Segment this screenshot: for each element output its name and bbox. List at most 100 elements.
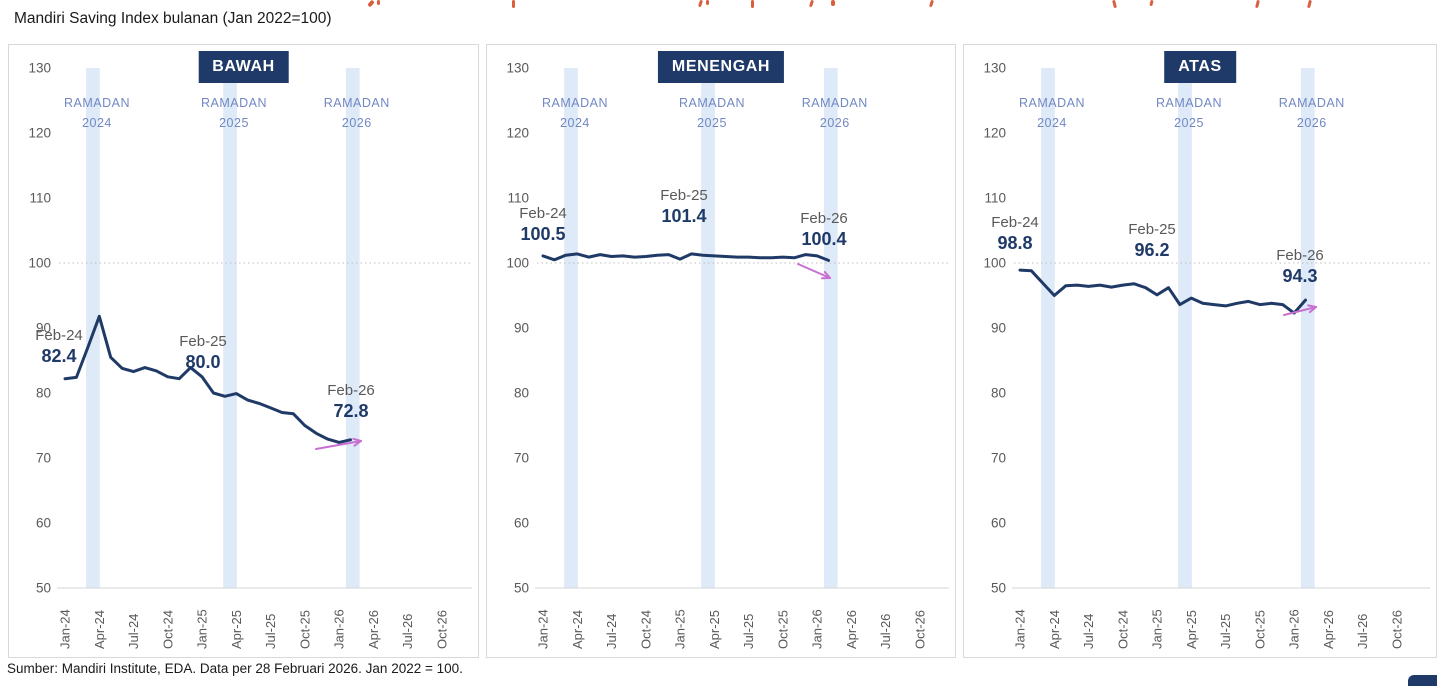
ramadan-band [1178,68,1192,588]
clipped-title-descender [831,0,835,6]
y-tick-label: 50 [514,581,529,596]
ramadan-band-label: RAMADAN [542,96,608,110]
ramadan-band [564,68,578,588]
x-tick-label: Apr-25 [229,610,244,649]
x-tick-label: Jan-25 [673,609,688,649]
y-tick-label: 130 [983,61,1006,76]
y-tick-label: 60 [36,516,51,531]
trend-arrow-head [823,270,831,279]
segment-badge-bawah: BAWAH [198,51,289,83]
y-tick-label: 110 [984,191,1006,206]
trend-arrow-shaft [1283,306,1317,316]
ramadan-band-label: RAMADAN [201,96,267,110]
trend-arrow-shaft [315,440,362,450]
x-tick-label: Jul-24 [126,614,141,649]
chart-svg-menengah: RAMADAN 2024 RAMADAN 2025 RAMADAN 2026 130 120 1… [506,61,949,649]
series-line [1018,268,1307,315]
x-tick-label: Apr-26 [366,610,381,649]
ramadan-band-label: RAMADAN [679,96,745,110]
x-tick-label: Jul-26 [1355,614,1370,649]
ramadan-band [823,68,838,588]
chart-svg-bawah: RAMADAN 2024 RAMADAN 2025 RAMADAN 2026 130 120 1… [28,61,472,649]
ramadan-band-label: RAMADAN [324,96,390,110]
clipped-title-descender [1307,0,1312,9]
y-tick-label: 130 [28,61,51,76]
x-tick-label: Oct-25 [297,610,312,649]
x-tick-label: Oct-26 [434,610,449,649]
y-tick-label: 100 [983,256,1006,271]
ramadan-band-year: 2024 [560,116,590,130]
clipped-title-descender [928,0,935,8]
x-tick-label: Jul-26 [400,614,415,649]
clipped-title-descender [697,0,704,8]
y-tick-label: 120 [983,126,1006,141]
ramadan-band [223,68,237,588]
x-tick-label: Apr-25 [707,610,722,649]
y-tick-label: 90 [36,321,51,336]
trend-arrow [797,263,831,280]
x-tick-label: Oct-25 [1252,610,1267,649]
x-tick-label: Apr-26 [1321,610,1336,649]
clipped-title-descender [1255,0,1260,9]
y-tick-label: 70 [514,451,529,466]
y-tick-label: 120 [506,126,529,141]
x-tick-label: Jul-25 [263,614,278,649]
x-tick-label: Jan-25 [195,609,210,649]
y-tick-label: 80 [991,386,1006,401]
x-tick-label: Apr-24 [92,610,107,649]
chart-subtitle: Mandiri Saving Index bulanan (Jan 2022=1… [14,10,332,27]
source-note: Sumber: Mandiri Institute, EDA. Data per… [7,661,463,676]
trend-arrow-head [353,440,362,447]
y-tick-label: 110 [29,191,51,206]
y-tick-label: 80 [514,386,529,401]
x-tick-label: Oct-26 [912,610,927,649]
ramadan-band [345,68,360,588]
x-tick-label: Jan-24 [536,609,551,649]
ramadan-band-year: 2025 [219,116,249,130]
ramadan-band [86,68,100,588]
x-tick-label: Oct-25 [775,610,790,649]
ramadan-band-label: RAMADAN [802,96,868,110]
x-tick-label: Jul-25 [741,614,756,649]
y-tick-label: 130 [506,61,529,76]
ramadan-band-year: 2026 [1297,116,1327,130]
segment-badge-menengah: MENENGAH [657,51,785,83]
clipped-page-title [0,0,1437,10]
series-line [541,252,830,262]
clipped-title-descender [1149,0,1154,7]
x-tick-label: Jul-24 [604,614,619,649]
y-tick-label: 100 [28,256,51,271]
y-tick-label: 90 [514,321,529,336]
trend-arrow-head [1308,306,1317,314]
ramadan-band-label: RAMADAN [64,96,130,110]
ramadan-band-label: RAMADAN [1156,96,1222,110]
clipped-title-descender [1112,0,1117,9]
clipped-title-descender [512,0,515,8]
ramadan-band-year: 2024 [82,116,112,130]
trend-arrow [1283,304,1317,316]
x-tick-label: Jul-24 [1081,614,1096,649]
x-tick-label: Oct-24 [1115,610,1130,649]
ramadan-band-year: 2025 [697,116,727,130]
x-tick-label: Apr-24 [1047,610,1062,649]
chart-panel-menengah: MENENGAH RAMADAN 2024 RAMADAN 2025 RAMADAN 20… [486,44,956,658]
y-tick-label: 90 [991,321,1006,336]
ramadan-band-year: 2026 [342,116,372,130]
trend-arrow-head [1307,304,1317,308]
x-tick-label: Jul-25 [1218,614,1233,649]
x-tick-label: Jan-26 [1287,609,1302,649]
ramadan-band [1041,68,1055,588]
ramadan-band-label: RAMADAN [1279,96,1345,110]
y-tick-label: 60 [514,516,529,531]
y-tick-label: 70 [991,451,1006,466]
y-tick-label: 60 [991,516,1006,531]
x-tick-label: Jan-26 [810,609,825,649]
ramadan-band-year: 2024 [1037,116,1067,130]
clipped-title-descender [751,0,754,8]
x-tick-label: Oct-24 [160,610,175,649]
charts-row: BAWAH RAMADAN 2024 RAMADAN 2025 RAMADAN 2026 1… [8,44,1437,658]
x-tick-label: Jan-24 [1013,609,1028,649]
x-tick-label: Jan-24 [58,609,73,649]
y-tick-label: 50 [36,581,51,596]
chart-panel-bawah: BAWAH RAMADAN 2024 RAMADAN 2025 RAMADAN 2026 1… [8,44,479,658]
